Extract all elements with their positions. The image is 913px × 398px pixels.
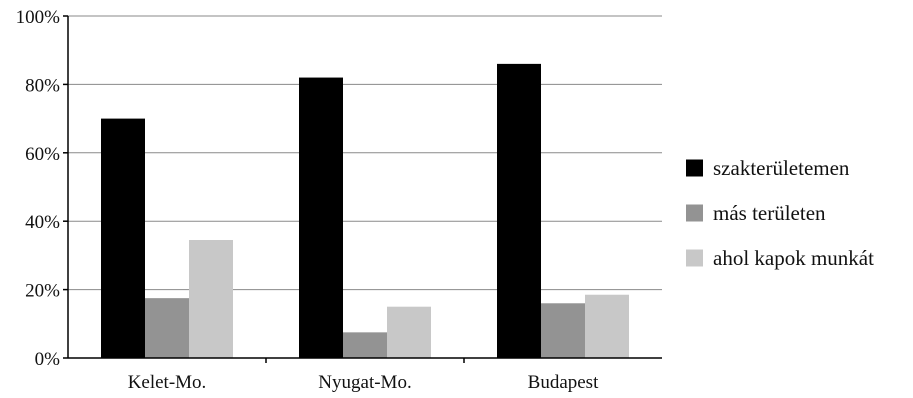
legend-label: más területen [713, 201, 826, 225]
legend-label: ahol kapok munkát [713, 246, 874, 270]
legend-swatch [686, 204, 703, 222]
y-tick-label: 80% [25, 75, 60, 96]
bar [585, 294, 629, 358]
y-tick-label: 100% [16, 7, 61, 28]
axes [63, 15, 662, 363]
bar [299, 77, 343, 358]
bar [387, 306, 431, 358]
legend: szakterületemen más területen ahol kapok m… [686, 156, 874, 270]
x-category-label: Nyugat-Mo. [318, 372, 411, 393]
bars [101, 63, 629, 358]
y-tick-label: 60% [25, 144, 60, 165]
y-tick-label: 40% [25, 212, 60, 233]
gridlines [68, 15, 662, 291]
x-category-label: Kelet-Mo. [128, 372, 207, 393]
x-category-labels: Kelet-Mo. Nyugat-Mo. Budapest [128, 372, 599, 393]
legend-swatch [686, 159, 703, 177]
y-tick-label: 20% [25, 281, 60, 302]
x-category-label: Budapest [528, 372, 599, 393]
bar [101, 118, 145, 358]
bar [189, 240, 233, 358]
y-tick-labels: 0% 20% 40% 60% 80% 100% [16, 7, 61, 370]
legend-swatch [686, 249, 703, 267]
bar [497, 63, 541, 358]
legend-label: szakterületemen [713, 156, 850, 180]
bar [541, 303, 585, 358]
y-tick-label: 0% [35, 349, 61, 370]
bar [343, 332, 387, 358]
bar [145, 298, 189, 358]
